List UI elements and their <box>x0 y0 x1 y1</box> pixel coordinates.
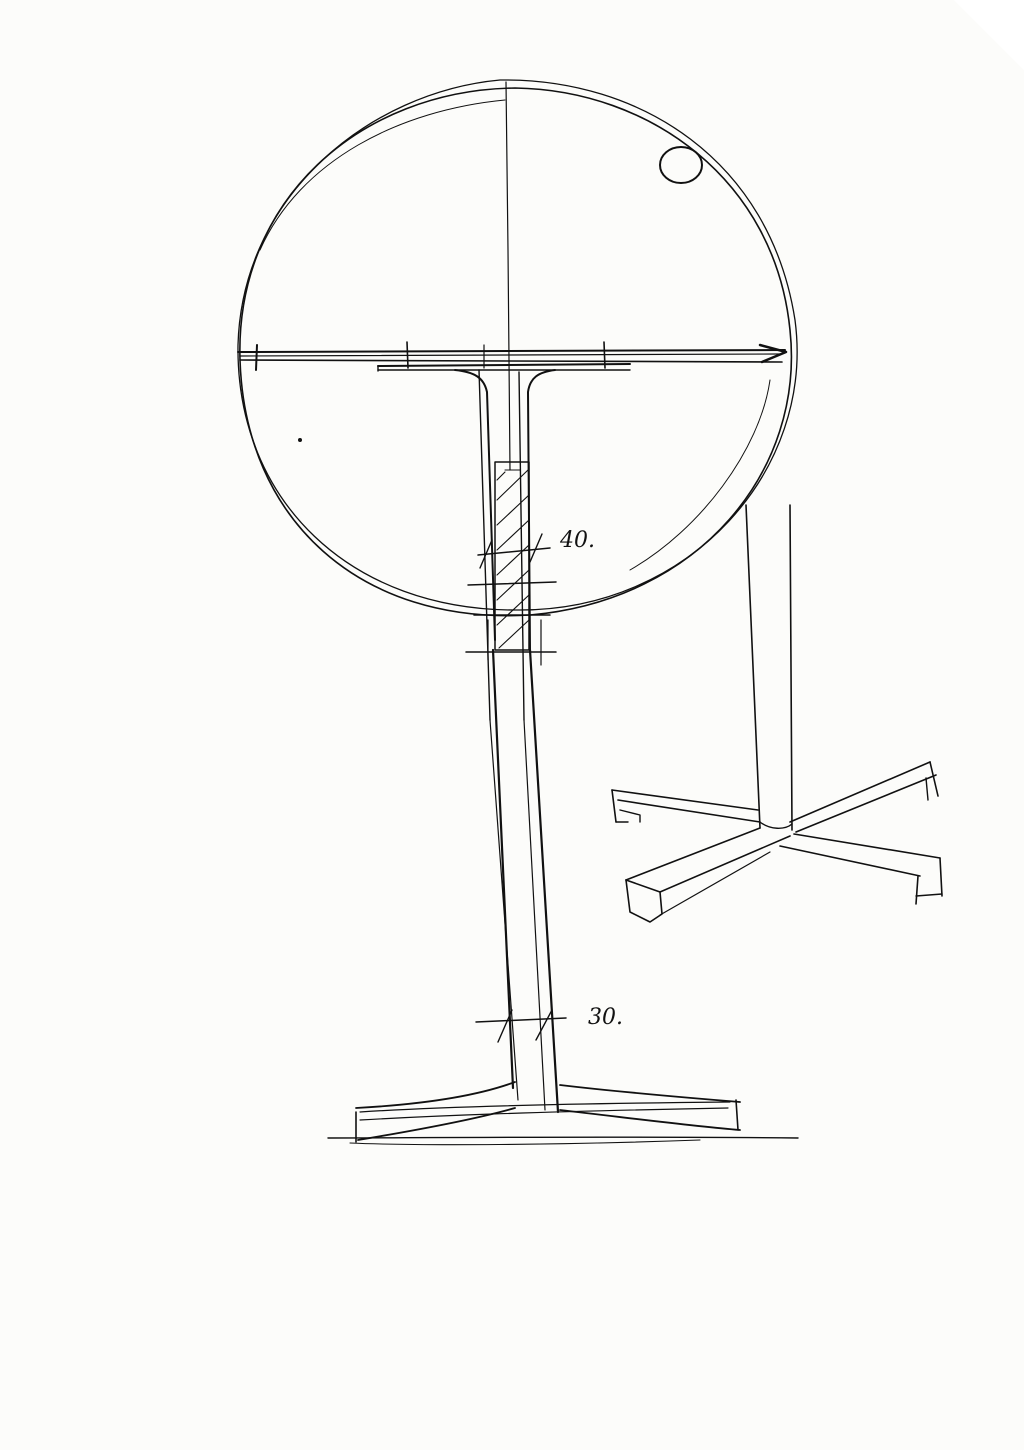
center-line <box>505 81 511 471</box>
page-corner <box>954 0 1024 70</box>
front-base <box>327 1081 799 1146</box>
top-plate-section <box>237 341 788 372</box>
dimension-40-marks <box>465 533 557 666</box>
dimension-30-marks <box>475 1009 567 1043</box>
top-hole <box>659 146 703 184</box>
joint-hatching <box>494 461 530 651</box>
table-top-circle <box>237 79 798 617</box>
column-head <box>454 369 556 721</box>
pencil-dot <box>298 438 302 442</box>
perspective-base-sketch <box>611 504 943 923</box>
dimension-label-top: 40. <box>559 528 595 553</box>
dimension-label-bottom: 30. <box>588 1005 623 1030</box>
